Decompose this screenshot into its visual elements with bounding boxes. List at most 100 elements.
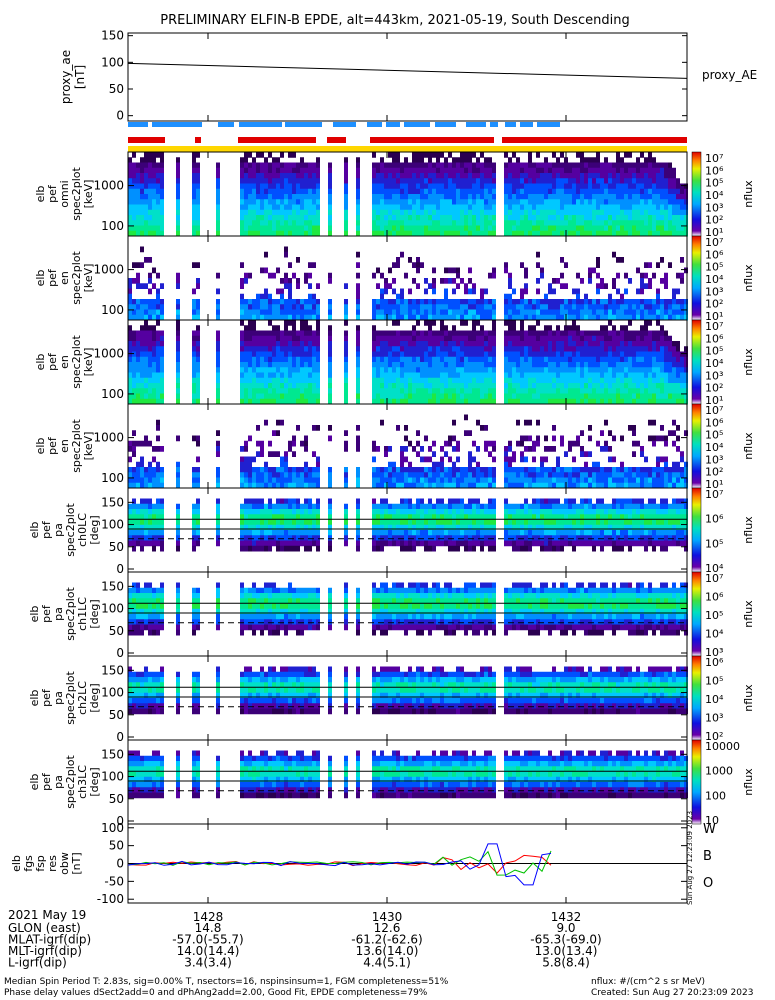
spectrogram-cell — [448, 194, 452, 200]
spectrogram-cell — [376, 225, 380, 232]
spectrogram-cell — [544, 346, 548, 352]
spectrogram-cell — [440, 388, 444, 394]
spectrogram-cell — [592, 225, 596, 232]
spectrogram-cell — [156, 167, 160, 174]
spectrogram-cell — [664, 341, 668, 347]
spectrogram-cell — [216, 509, 220, 515]
spectrogram-cell — [652, 162, 656, 169]
spectrogram-cell — [264, 367, 268, 373]
spectrogram-cell — [408, 482, 412, 489]
spectrogram-cell — [196, 173, 200, 179]
spectrogram-cell — [544, 362, 548, 368]
spectrogram-cell — [292, 383, 296, 389]
spectrogram-cell — [216, 446, 220, 452]
spectrogram-cell — [668, 351, 672, 358]
spectrogram-cell — [524, 309, 528, 316]
spectrogram-cell — [452, 351, 456, 358]
spectrogram-cell — [484, 330, 488, 337]
spectrogram-cell — [144, 467, 148, 473]
spectrogram-cell — [156, 199, 160, 205]
spectrogram-cell — [528, 194, 532, 200]
spectrogram-cell — [304, 194, 308, 200]
spectrogram-cell — [472, 178, 476, 184]
spectrogram-cell — [668, 299, 672, 305]
spectrogram-cell — [668, 346, 672, 352]
spectrogram-cell — [624, 388, 628, 394]
spectrogram-cell — [504, 314, 508, 321]
spectrogram-cell — [536, 467, 540, 473]
spectrogram-cell — [396, 188, 400, 195]
spectrogram-cell — [176, 477, 180, 484]
spectrogram-cell — [504, 304, 508, 310]
spectrogram-cell — [264, 267, 268, 274]
spectrogram-cell — [388, 194, 392, 200]
spectrogram-cell — [404, 178, 408, 184]
spectrogram-cell — [256, 152, 260, 158]
spectrogram-cell — [684, 267, 688, 274]
spectrogram-cell — [464, 220, 468, 226]
spectrogram-cell — [140, 199, 144, 205]
spectrogram-cell — [428, 398, 432, 405]
spectrogram-cell — [384, 341, 388, 347]
spectrogram-cell — [672, 204, 676, 211]
spectrogram-cell — [608, 188, 612, 195]
spectrogram-cell — [564, 173, 568, 179]
spectrogram-cell — [292, 435, 296, 442]
spectrogram-cell — [268, 351, 272, 358]
spectrogram-cell — [672, 356, 676, 363]
spectrogram-cell — [296, 283, 300, 289]
spectrogram-cell — [148, 530, 152, 536]
spectrogram-cell — [380, 272, 384, 279]
spectrogram-cell — [476, 309, 480, 316]
spectrogram-cell — [492, 362, 496, 368]
spectrogram-cell — [512, 325, 516, 331]
spectrogram-cell — [248, 362, 252, 368]
spectrogram-cell — [532, 325, 536, 331]
spectrogram-cell — [436, 167, 440, 174]
spectrogram-cell — [528, 467, 532, 473]
spectrogram-cell — [412, 162, 416, 169]
spectrogram-cell — [384, 288, 388, 295]
spectrogram-cell — [568, 209, 572, 216]
spectrogram-cell — [480, 383, 484, 389]
spectrogram-cell — [424, 367, 428, 373]
spectrogram-cell — [356, 262, 360, 268]
spectrogram-cell — [672, 482, 676, 489]
spectrogram-cell — [624, 341, 628, 347]
spectrogram-cell — [272, 173, 276, 179]
spectrogram-cell — [404, 157, 408, 163]
spectrogram-cell — [588, 341, 592, 347]
spectrogram-cell — [572, 467, 576, 473]
spectrogram-cell — [316, 388, 320, 394]
spectrogram-cell — [568, 356, 572, 363]
spectrogram-cell — [624, 330, 628, 337]
spectrogram-cell — [540, 215, 544, 221]
spectrogram-cell — [216, 199, 220, 205]
colorbar-tick-label: 10⁶ — [705, 416, 724, 429]
spectrogram-cell — [128, 314, 132, 321]
spectrogram-cell — [580, 309, 584, 316]
spectrogram-cell — [616, 346, 620, 352]
spectrogram-cell — [420, 377, 424, 384]
spectrogram-cell — [544, 388, 548, 394]
spectrogram-cell — [272, 162, 276, 169]
spectrogram-cell — [640, 335, 644, 342]
spectrogram-cell — [640, 356, 644, 363]
spectrogram-cell — [404, 393, 408, 400]
spectrogram-cell — [648, 304, 652, 310]
spectrogram-cell — [476, 330, 480, 337]
spectrogram-cell — [608, 388, 612, 394]
spectrogram-cell — [176, 383, 180, 389]
spectrogram-cell — [444, 393, 448, 400]
spectrogram-cell — [376, 383, 380, 389]
spectrogram-cell — [620, 314, 624, 321]
spectrogram-cell — [128, 503, 132, 510]
spectrogram-cell — [632, 372, 636, 379]
spectrogram-cell — [192, 383, 196, 389]
spectrogram-cell — [480, 477, 484, 484]
spectrogram-cell — [356, 356, 360, 363]
spectrogram-cell — [484, 199, 488, 205]
spectrogram-cell — [456, 346, 460, 352]
spectrogram-cell — [568, 367, 572, 373]
spectrogram-cell — [536, 173, 540, 179]
